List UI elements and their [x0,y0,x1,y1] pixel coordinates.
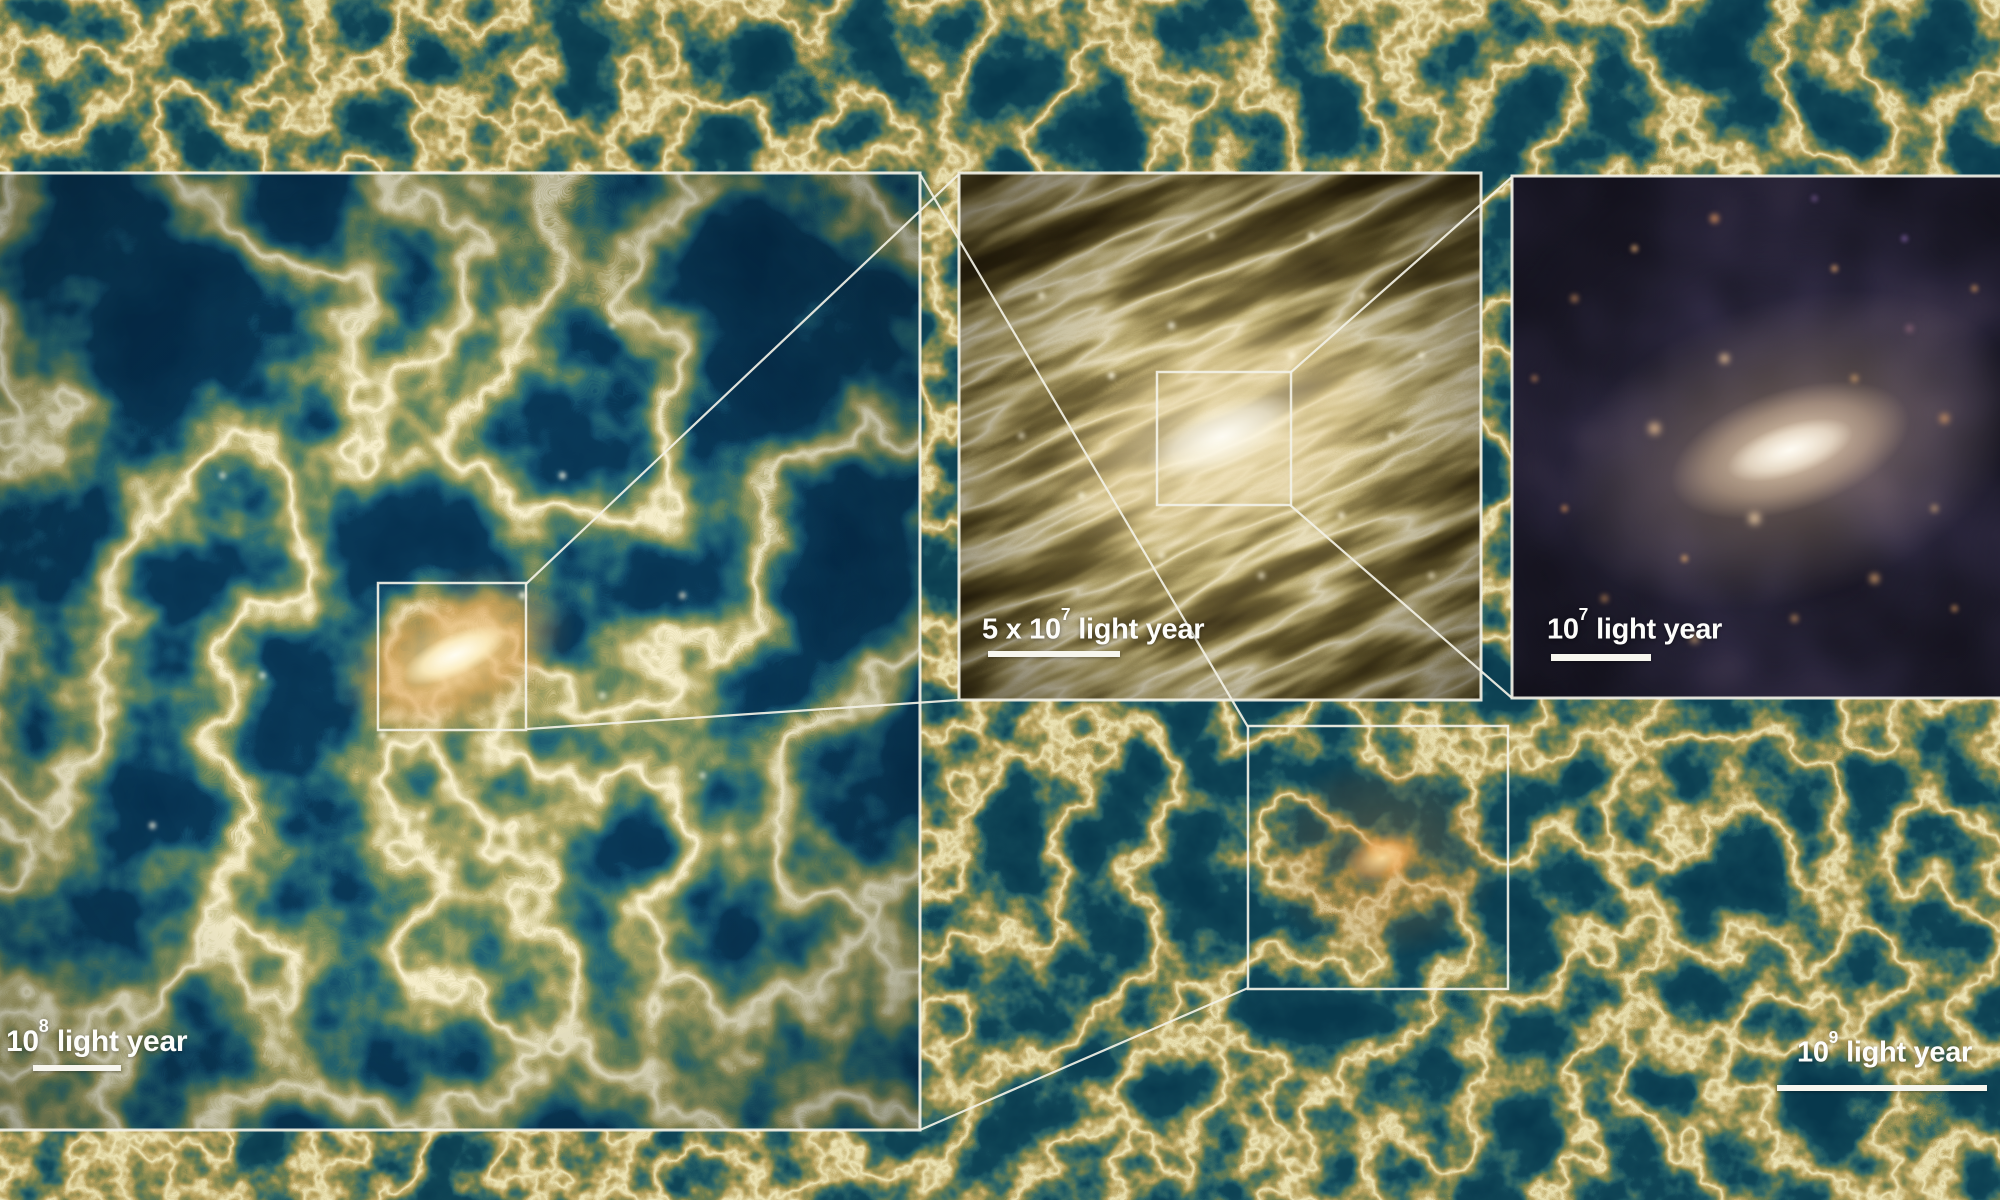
connector-mid-to-halo-top [1289,176,1513,374]
connector-mid-to-halo-bottom [1289,504,1513,699]
connector-overview-bottom [919,986,1249,1132]
connector-large-to-mid-bottom [526,698,960,731]
panel-mid-zoom-border [957,171,1483,702]
zoom-box-in-overview [1246,724,1510,991]
panel-large-zoom-border [0,171,922,1132]
zoom-box-in-mid-panel [1155,370,1293,507]
panel-halo-zoom-border [1510,174,2000,700]
connector-overview-top [919,173,1249,728]
zoom-box-in-large-panel [376,581,528,732]
connector-large-to-mid-top [525,173,960,585]
